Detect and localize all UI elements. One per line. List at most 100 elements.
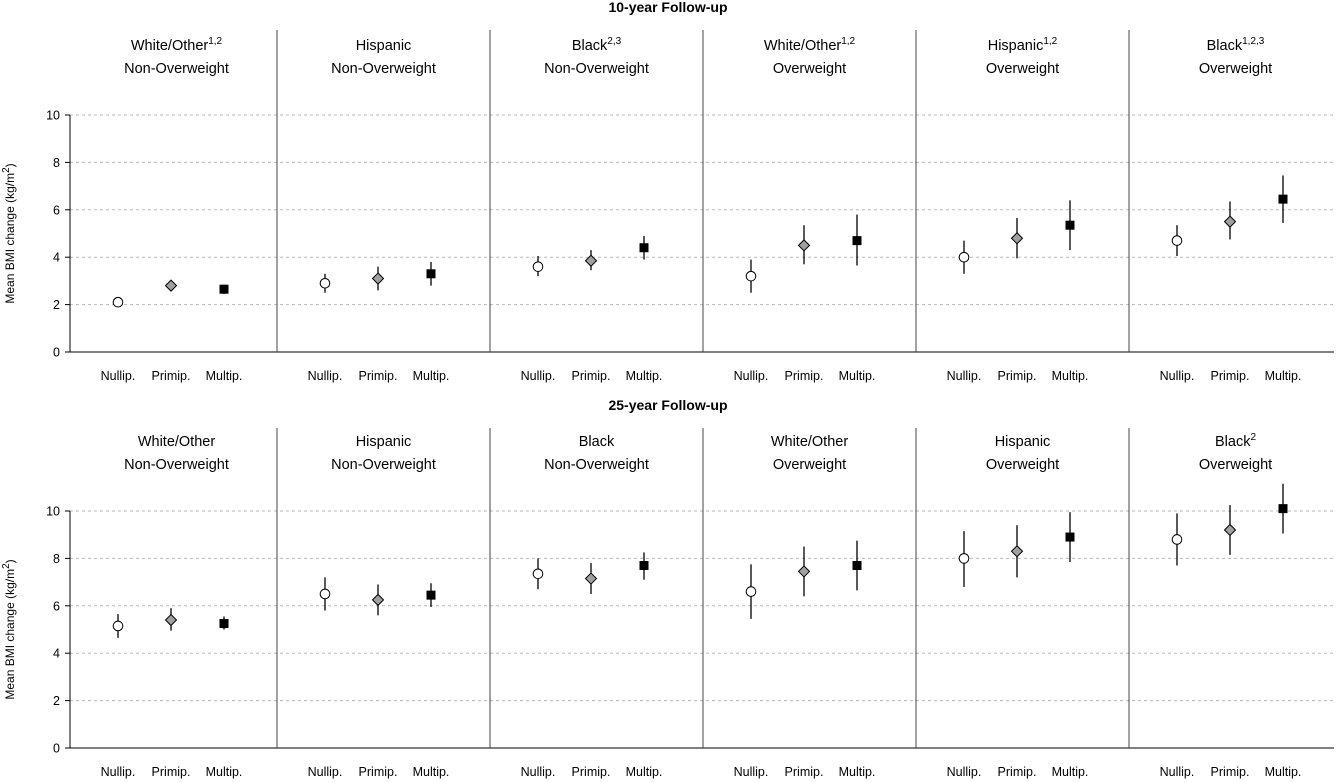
x-category-label: Primip.	[359, 369, 398, 383]
panel-title-group: Hispanic	[356, 38, 412, 54]
panel-title-superscript: 1,2	[1043, 36, 1057, 47]
panel-title-line2: Overweight	[773, 457, 846, 473]
point-marker-diamond	[1010, 232, 1024, 245]
panel-title-group: White/Other	[771, 434, 849, 450]
x-category-label: Nullip.	[308, 369, 343, 383]
panel-title-group: Black	[579, 434, 615, 450]
x-category-label: Multip.	[626, 765, 663, 779]
panel-title-group: Hispanic	[995, 434, 1051, 450]
x-category-label: Primip.	[152, 369, 191, 383]
x-category-label: Nullip.	[101, 765, 136, 779]
y-tick-label: 4	[53, 251, 60, 265]
x-category-label: Nullip.	[521, 369, 556, 383]
x-category-label: Nullip.	[521, 765, 556, 779]
panel-5: Hispanic1,2 Overweight Nullip. Primip. Multi…	[947, 36, 1089, 383]
chart-block-2: 25-year Follow-up 0 2 4 6 8 10 Mean BMI change …	[1, 397, 1334, 779]
x-category-label: Multip.	[1265, 369, 1302, 383]
y-tick-label: 0	[53, 742, 60, 756]
panel-title-line1: Black2	[1215, 432, 1256, 450]
y-axis-label-sup: 2	[1, 167, 12, 173]
panel-title-line2: Non-Overweight	[544, 457, 649, 473]
x-category-label: Primip.	[572, 765, 611, 779]
point-marker-circle	[112, 296, 124, 308]
point-marker-square	[852, 561, 862, 571]
point-marker-diamond	[164, 279, 178, 292]
panel-6: Black2 Overweight Nullip. Primip. Multip.	[1160, 432, 1302, 779]
x-category-label: Primip.	[359, 765, 398, 779]
panel-title-line1: Hispanic	[995, 434, 1051, 450]
x-category-label: Nullip.	[1160, 765, 1195, 779]
point-marker-square	[1278, 194, 1288, 204]
x-category-label: Multip.	[626, 369, 663, 383]
x-category-label: Nullip.	[947, 369, 982, 383]
panel-title-group: Black	[1207, 38, 1243, 54]
y-tick-label: 0	[53, 346, 60, 360]
point-marker-circle	[319, 588, 331, 600]
y-axis-label-main: Mean BMI change (kg/m	[3, 569, 17, 700]
y-tick-label: 4	[53, 647, 60, 661]
chart-title: 25-year Follow-up	[608, 397, 727, 413]
y-tick-label: 2	[53, 694, 60, 708]
panel-title-line2: Overweight	[1199, 457, 1272, 473]
panel-title-line2: Overweight	[986, 457, 1059, 473]
panel-title-line2: Non-Overweight	[124, 61, 229, 77]
y-axis-label-end: )	[3, 163, 17, 167]
chart-title: 10-year Follow-up	[608, 0, 727, 15]
panel-6: Black1,2,3 Overweight Nullip. Primip. Multip…	[1160, 36, 1302, 383]
panel-title-group: White/Other	[138, 434, 216, 450]
panel-title-line2: Non-Overweight	[331, 61, 436, 77]
point-marker-circle	[112, 620, 124, 632]
point-marker-circle	[958, 553, 970, 564]
point-marker-circle	[1171, 235, 1183, 246]
x-category-label: Nullip.	[308, 765, 343, 779]
x-category-label: Multip.	[839, 369, 876, 383]
y-axis-label-end: )	[3, 559, 17, 563]
chart-block-1: 10-year Follow-up 0 2 4 6 8 10 Mean BMI change …	[1, 0, 1334, 383]
point-marker-diamond	[371, 593, 385, 607]
panel-3: Black Non-Overweight Nullip. Primip. Multip.	[521, 434, 663, 779]
y-axis-label-sup: 2	[1, 563, 12, 569]
x-category-label: Nullip.	[101, 369, 136, 383]
point-marker-circle	[745, 270, 757, 282]
point-marker-square	[426, 269, 436, 279]
panel-title-line1: White/Other1,2	[764, 36, 856, 54]
point-marker-diamond	[584, 254, 598, 267]
panel-2: Hispanic Non-Overweight Nullip. Primip. Mult…	[308, 434, 450, 779]
panel-1: White/Other1,2 Non-Overweight Nullip. Primi…	[101, 36, 243, 383]
panel-title-line1: Hispanic	[356, 434, 412, 450]
point-marker-circle	[532, 568, 544, 580]
panel-title-line1: White/Other	[138, 434, 216, 450]
x-category-label: Multip.	[1265, 765, 1302, 779]
panel-4: White/Other1,2 Overweight Nullip. Primip. Mu…	[734, 36, 876, 383]
panel-title-group: White/Other	[131, 38, 209, 54]
panel-2: Hispanic Non-Overweight Nullip. Primip. Mult…	[308, 38, 450, 383]
point-marker-diamond	[1010, 545, 1024, 558]
panel-title-line2: Non-Overweight	[544, 61, 649, 77]
panel-title-superscript: 2,3	[607, 36, 621, 47]
point-marker-square	[852, 236, 862, 246]
point-marker-diamond	[164, 613, 178, 627]
panel-title-superscript: 1,2,3	[1242, 36, 1265, 47]
x-category-label: Multip.	[839, 765, 876, 779]
panel-title-superscript: 2	[1250, 432, 1256, 443]
point-marker-circle	[319, 277, 331, 289]
point-marker-circle	[745, 586, 757, 597]
point-marker-square	[426, 590, 436, 600]
y-tick-label: 6	[53, 203, 60, 217]
x-category-label: Primip.	[152, 765, 191, 779]
y-axis-label-main: Mean BMI change (kg/m	[3, 173, 17, 304]
x-category-label: Multip.	[206, 369, 243, 383]
point-marker-diamond	[797, 239, 811, 252]
panel-title-line1: Black1,2,3	[1207, 36, 1265, 54]
panel-title-line1: White/Other1,2	[131, 36, 223, 54]
panel-title-superscript: 1,2	[841, 36, 855, 47]
panel-title-group: Hispanic	[356, 434, 412, 450]
panel-title-group: Hispanic	[988, 38, 1044, 54]
panel-title-superscript: 1,2	[208, 36, 222, 47]
x-category-label: Primip.	[785, 369, 824, 383]
x-category-label: Multip.	[206, 765, 243, 779]
y-tick-label: 10	[46, 505, 60, 519]
panel-title-line2: Non-Overweight	[124, 457, 229, 473]
point-marker-diamond	[371, 272, 385, 285]
